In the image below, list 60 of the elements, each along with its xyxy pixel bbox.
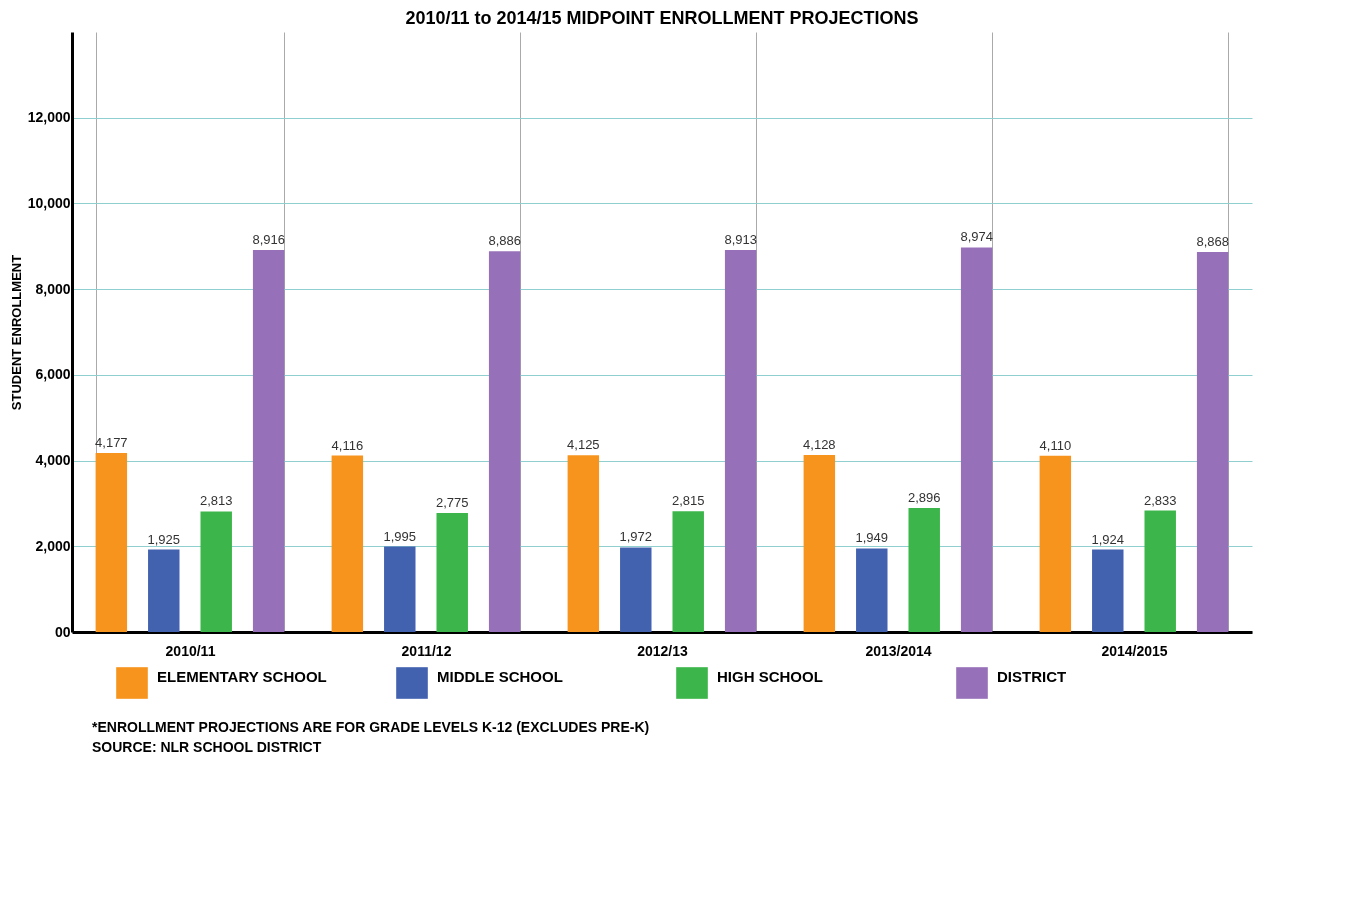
data-label: 1,995 xyxy=(383,528,417,544)
data-label: 8,886 xyxy=(488,233,521,249)
y-tick-label: 12,000 xyxy=(27,109,71,126)
y-tick-label: 10,000 xyxy=(27,194,71,211)
legend-label: HIGH SCHOOL xyxy=(717,668,823,685)
y-tick-label: 4,000 xyxy=(35,452,71,469)
x-tick-label: 2011/12 xyxy=(401,642,452,659)
data-label: 8,974 xyxy=(960,229,993,245)
bar xyxy=(1039,455,1072,632)
bar xyxy=(384,546,416,632)
bar xyxy=(488,251,521,632)
legend-label: DISTRICT xyxy=(997,668,1067,685)
bar xyxy=(908,507,940,632)
bar xyxy=(672,511,704,632)
x-tick-label: 2013/2014 xyxy=(865,642,932,659)
data-label: 8,913 xyxy=(724,232,757,248)
data-label: 1,925 xyxy=(147,531,181,547)
bar xyxy=(331,455,364,632)
bar xyxy=(724,250,757,632)
chart-title: 2010/11 to 2014/15 MIDPOINT ENROLLMENT PROJECTIONS xyxy=(405,8,919,28)
data-label: 2,815 xyxy=(671,493,705,509)
y-tick-label: 00 xyxy=(54,623,71,640)
bar xyxy=(1092,549,1124,632)
data-label: 4,110 xyxy=(1039,437,1072,453)
data-label: 1,924 xyxy=(1091,531,1125,547)
bar xyxy=(252,249,285,632)
legend-label: ELEMENTARY SCHOOL xyxy=(157,668,327,685)
x-tick-label: 2014/2015 xyxy=(1101,642,1168,659)
bar xyxy=(436,513,468,632)
legend-label: MIDDLE SCHOOL xyxy=(437,668,563,685)
text: *ENROLLMENT PROJECTIONS ARE FOR GRADE LEVELS K-12 (EXCLUDES PRE-K) xyxy=(92,719,650,735)
bar xyxy=(960,247,993,632)
data-label: 8,916 xyxy=(252,231,285,247)
bar xyxy=(1196,251,1229,632)
data-label: 1,972 xyxy=(619,529,653,545)
bar xyxy=(1144,510,1176,632)
data-label: 4,125 xyxy=(567,437,600,453)
bar xyxy=(803,455,836,632)
x-tick-label: 2010/11 xyxy=(165,642,216,659)
data-label: 8,868 xyxy=(1196,233,1229,249)
bar xyxy=(567,455,600,632)
bar xyxy=(620,547,652,632)
data-label: 2,813 xyxy=(199,493,233,509)
y-tick-label: 2,000 xyxy=(35,537,71,554)
y-tick-label: 6,000 xyxy=(35,366,71,383)
data-label: 2,833 xyxy=(1143,492,1177,508)
y-axis-title: STUDENT ENROLLMENT xyxy=(8,254,24,411)
data-label: 4,128 xyxy=(803,437,836,453)
x-tick-label: 2012/13 xyxy=(637,642,689,659)
source-note: SOURCE: NLR SCHOOL DISTRICT xyxy=(92,739,322,755)
data-label: 4,177 xyxy=(95,434,128,450)
bar xyxy=(148,549,180,632)
bar xyxy=(95,452,128,632)
data-label: 2,896 xyxy=(907,489,941,505)
data-label: 2,775 xyxy=(435,495,469,511)
bar xyxy=(856,548,888,632)
y-tick-label: 8,000 xyxy=(35,280,71,297)
bar xyxy=(200,511,232,632)
data-label: 4,116 xyxy=(331,437,364,453)
data-label: 1,949 xyxy=(855,530,889,546)
